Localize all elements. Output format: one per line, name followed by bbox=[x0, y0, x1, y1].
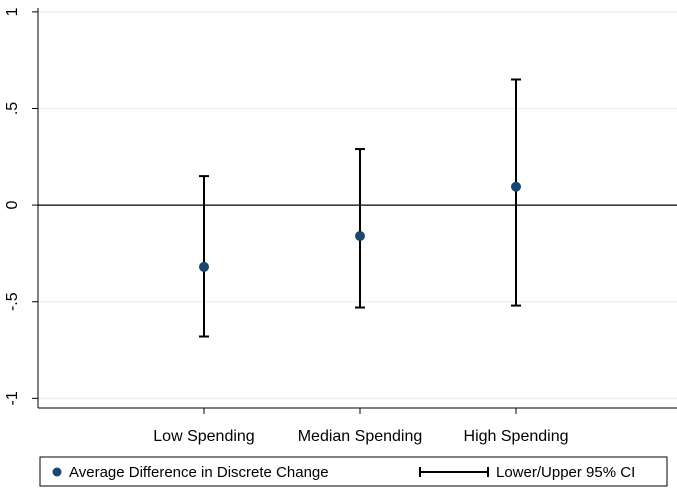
point-estimate bbox=[511, 181, 521, 192]
confidence-intervals bbox=[199, 78, 521, 338]
point-estimate bbox=[355, 231, 365, 242]
y-tick-label: .5 bbox=[4, 102, 21, 115]
y-tick-label: -.5 bbox=[4, 292, 21, 311]
point-estimate bbox=[199, 261, 209, 272]
x-tick-label: High Spending bbox=[464, 428, 569, 445]
y-tick-label: 1 bbox=[4, 7, 21, 16]
gridlines bbox=[38, 11, 677, 400]
legend-ci-marker bbox=[419, 467, 489, 477]
legend-label-ci: Lower/Upper 95% CI bbox=[496, 464, 635, 481]
point-estimates bbox=[199, 181, 521, 272]
x-tick-label: Low Spending bbox=[153, 428, 254, 445]
y-tick-label: 0 bbox=[4, 201, 21, 210]
ci-bar bbox=[355, 148, 365, 309]
legend-point-marker bbox=[52, 467, 62, 477]
legend-label-point: Average Difference in Discrete Change bbox=[69, 464, 329, 481]
ci-bar bbox=[199, 175, 209, 338]
legend: Average Difference in Discrete Change Lo… bbox=[39, 456, 668, 487]
ci-bar bbox=[511, 78, 521, 307]
legend-box bbox=[39, 456, 668, 487]
y-tick-label: -1 bbox=[4, 391, 21, 405]
x-tick-label: Median Spending bbox=[298, 428, 423, 445]
x-ticks: Low Spending Median Spending High Spending bbox=[153, 408, 568, 445]
y-ticks: 1 .5 0 -.5 -1 bbox=[4, 7, 38, 405]
